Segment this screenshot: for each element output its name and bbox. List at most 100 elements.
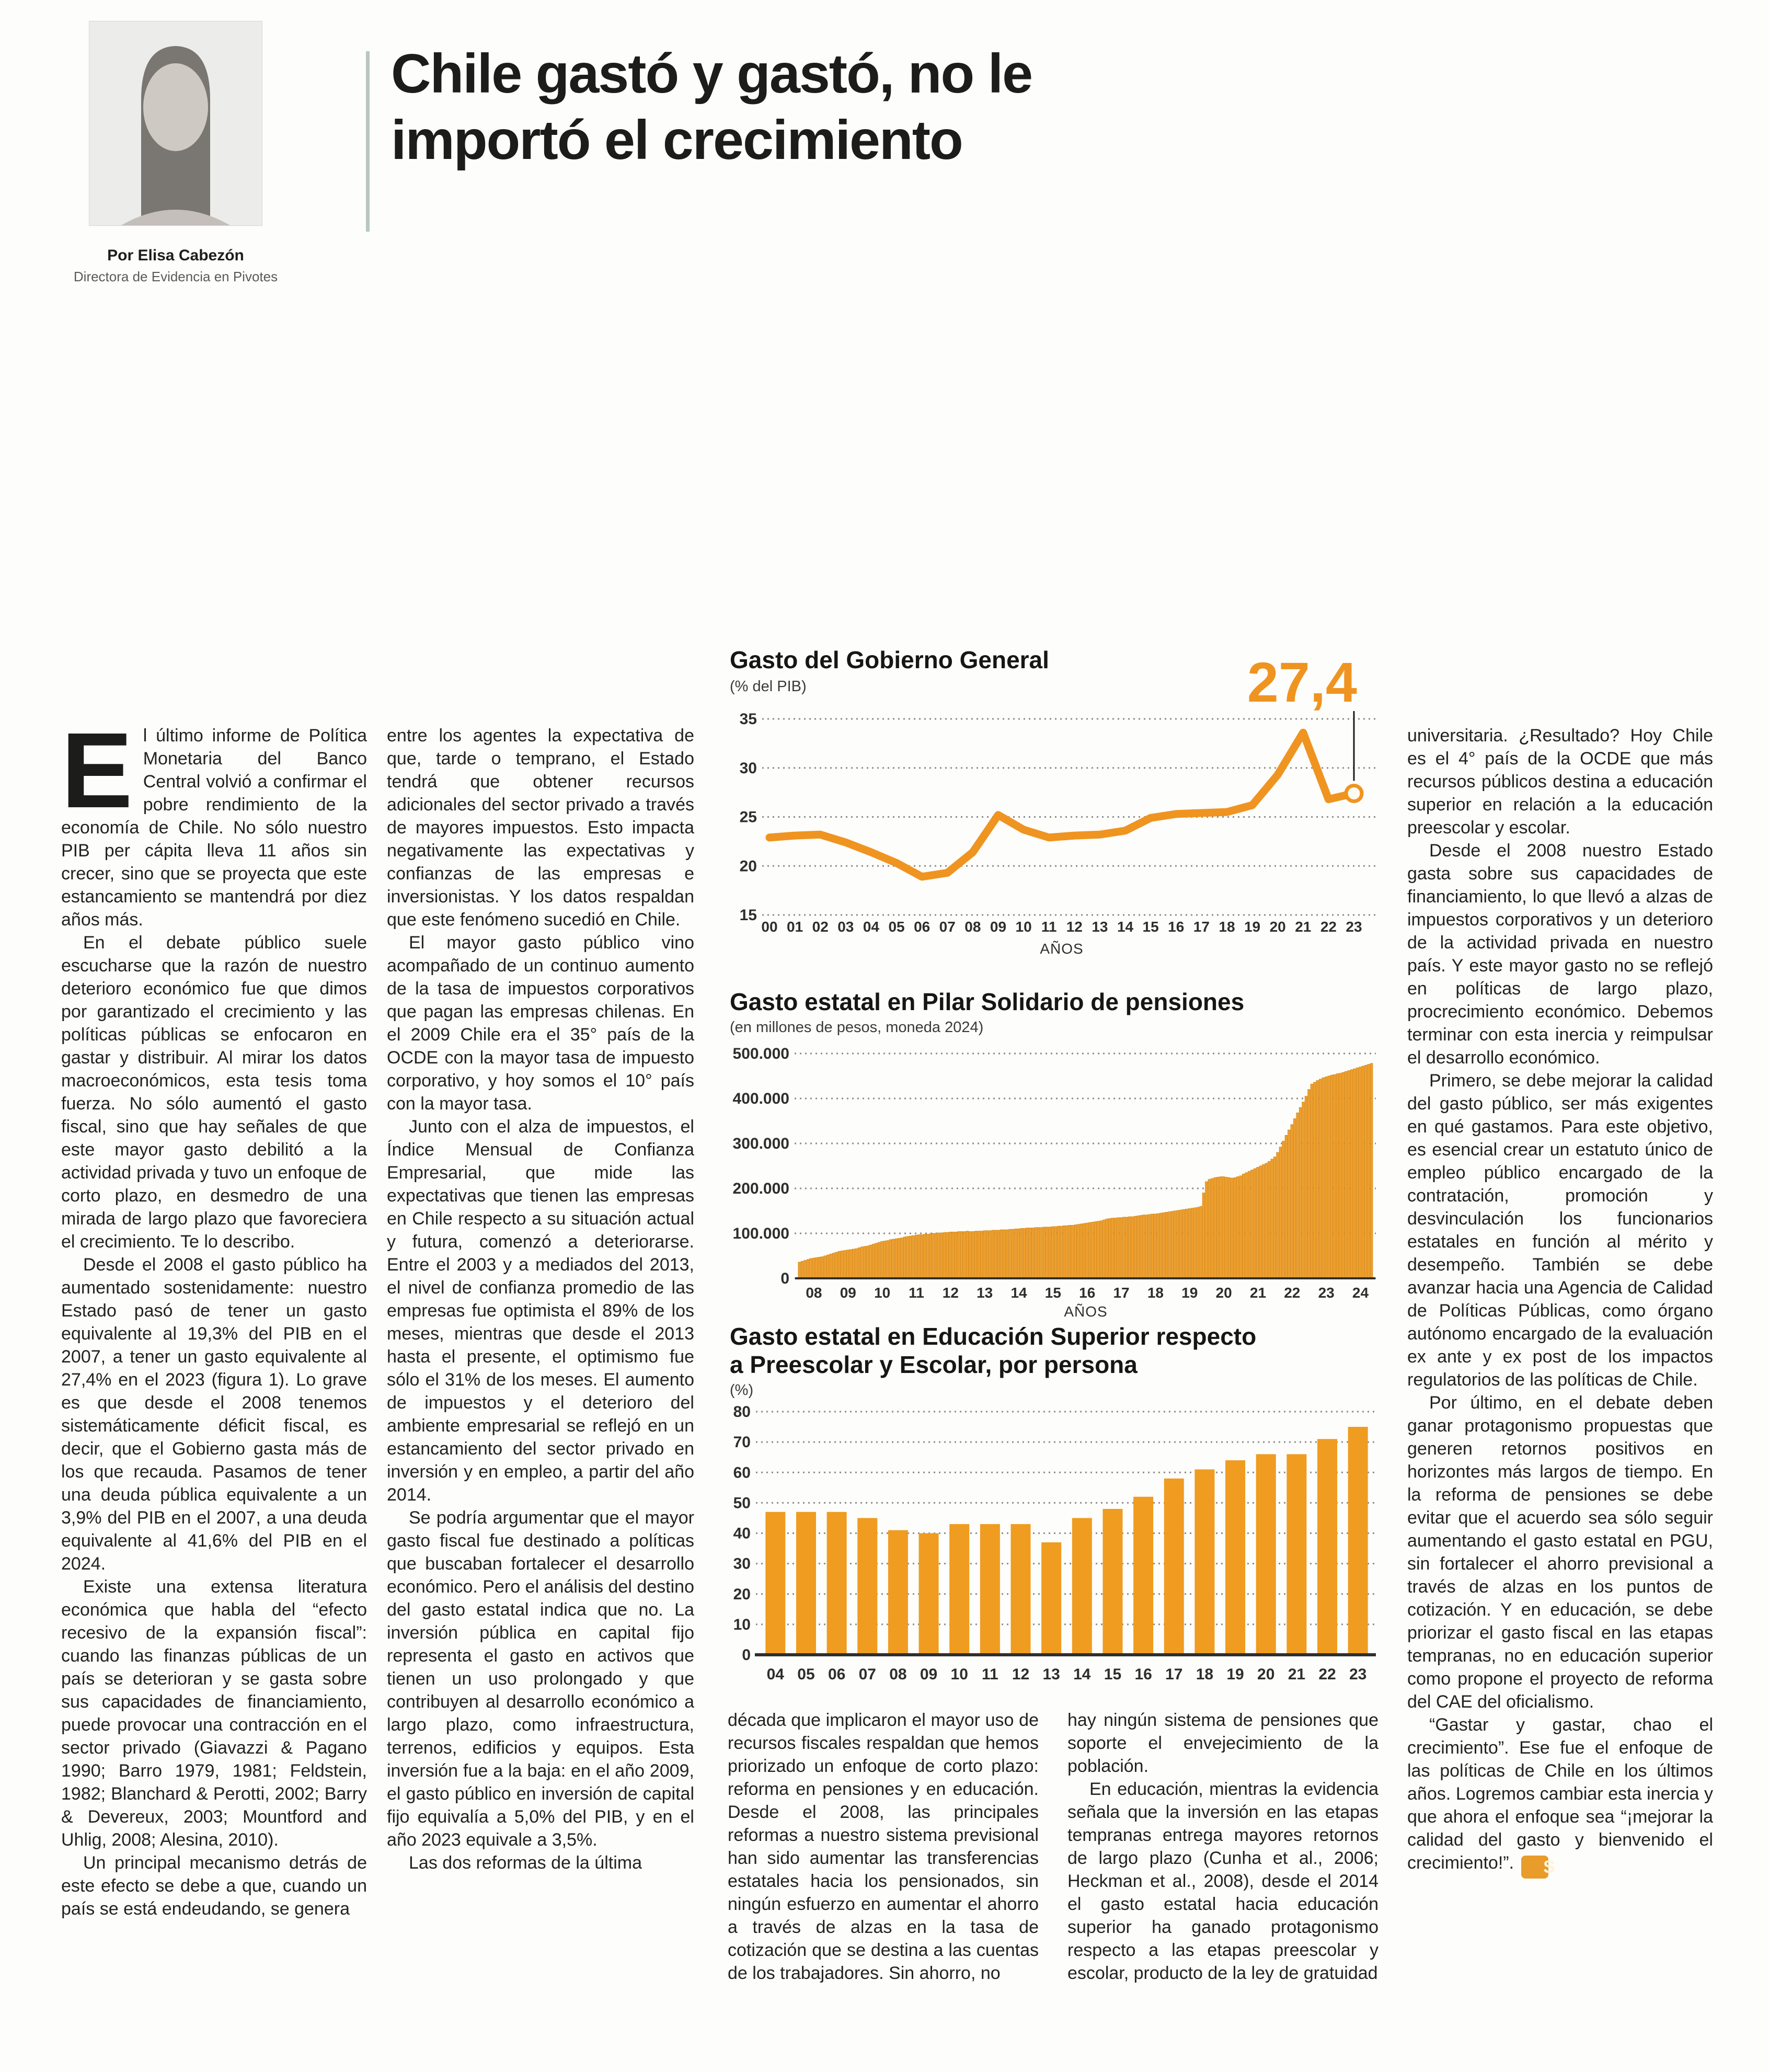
- bar: [1048, 1227, 1051, 1279]
- bar: [1020, 1228, 1023, 1279]
- chart-title: Gasto estatal en Educación Superior resp…: [730, 1323, 1256, 1350]
- bar: [1182, 1209, 1185, 1279]
- monthly-bar-chart-svg: Gasto estatal en Pilar Solidario de pens…: [730, 988, 1376, 1320]
- bar: [946, 1232, 949, 1279]
- bar: [1185, 1209, 1188, 1279]
- x-axis-label: AÑOS: [1040, 941, 1083, 957]
- chart-pilar-solidario: Gasto estatal en Pilar Solidario de pens…: [728, 987, 1381, 1320]
- bar: [1111, 1218, 1114, 1279]
- y-tick-label: 15: [740, 907, 757, 924]
- x-tick-label: 09: [990, 919, 1006, 935]
- body-paragraph: Existe una extensa literatura económica …: [61, 1577, 367, 1850]
- bar: [809, 1258, 812, 1279]
- byline: Por Elisa Cabezón: [107, 247, 244, 264]
- x-tick-label: 11: [1041, 919, 1057, 935]
- x-tick-label: 17: [1193, 919, 1210, 935]
- bar: [1131, 1216, 1134, 1279]
- bar: [971, 1231, 974, 1279]
- x-tick-label: 17: [1113, 1285, 1129, 1301]
- bar: [943, 1232, 946, 1279]
- y-tick-label: 500.000: [733, 1045, 789, 1062]
- bar: [1313, 1082, 1316, 1279]
- bar: [934, 1233, 938, 1279]
- x-tick-label: 14: [1010, 1285, 1027, 1301]
- bar: [886, 1240, 889, 1279]
- yearly-bar-chart-svg: Gasto estatal en Educación Superior resp…: [730, 1323, 1376, 1683]
- bar: [980, 1524, 1000, 1655]
- title-line-2: importó el crecimiento: [391, 109, 963, 171]
- bar: [1164, 1478, 1184, 1655]
- bar: [1282, 1141, 1285, 1279]
- x-tick-label: 16: [1168, 919, 1184, 935]
- x-tick-label: 21: [1250, 1285, 1266, 1301]
- bar: [1040, 1227, 1043, 1279]
- bar: [1190, 1208, 1194, 1279]
- x-tick-label: 03: [837, 919, 854, 935]
- bar: [823, 1255, 826, 1279]
- bar: [1199, 1206, 1202, 1279]
- title-rule: [366, 51, 370, 232]
- bar: [1299, 1107, 1302, 1279]
- bar: [906, 1236, 909, 1279]
- text-column-2: entre los agentes la expectativa de que,…: [387, 724, 694, 1874]
- x-tick-label: 11: [909, 1285, 924, 1301]
- bar: [1302, 1102, 1305, 1279]
- bar: [928, 1233, 932, 1279]
- chart-title: a Preescolar y Escolar, por persona: [730, 1351, 1138, 1378]
- bar: [1225, 1177, 1228, 1279]
- bar: [1307, 1089, 1311, 1279]
- body-paragraph: El mayor gasto público vino acompañado d…: [387, 933, 694, 1114]
- body-paragraph: Primero, se debe mejorar la calidad del …: [1407, 1071, 1713, 1390]
- bar: [960, 1231, 963, 1279]
- bar: [1341, 1072, 1345, 1279]
- bar: [963, 1231, 966, 1279]
- x-tick-label: 08: [806, 1285, 822, 1301]
- bar: [866, 1245, 869, 1279]
- x-tick-label: 18: [1219, 919, 1235, 935]
- bar: [903, 1237, 906, 1279]
- bar: [949, 1231, 952, 1279]
- x-tick-label: 11: [982, 1666, 998, 1683]
- x-tick-label: 20: [1257, 1666, 1274, 1683]
- bar: [1296, 1113, 1299, 1279]
- line-series: [765, 728, 1358, 881]
- bar: [1333, 1074, 1336, 1279]
- body-paragraph: Se podría argumentar que el mayor gasto …: [387, 1508, 694, 1850]
- bar: [951, 1231, 955, 1279]
- body-paragraph: entre los agentes la expectativa de que,…: [387, 726, 694, 930]
- bar: [821, 1256, 824, 1279]
- chart-gasto-gobierno-general: Gasto del Gobierno General (% del PIB) 15 2…: [728, 644, 1381, 985]
- x-tick-label: 21: [1288, 1666, 1305, 1683]
- x-tick-label: 21: [1295, 919, 1311, 935]
- bar: [1042, 1227, 1046, 1279]
- bar: [997, 1230, 1000, 1279]
- bar: [798, 1262, 801, 1279]
- bar: [1236, 1176, 1239, 1279]
- bar: [843, 1250, 846, 1279]
- bar: [1037, 1227, 1040, 1279]
- bar: [888, 1530, 908, 1655]
- bar: [1156, 1213, 1159, 1279]
- bar-series: [765, 1427, 1368, 1655]
- bar: [1322, 1077, 1325, 1279]
- bar: [883, 1241, 887, 1279]
- x-tick-label: 10: [951, 1666, 968, 1683]
- x-tick-label: 07: [859, 1666, 876, 1683]
- bar: [926, 1234, 929, 1279]
- bar: [1154, 1214, 1157, 1279]
- bar: [855, 1248, 858, 1279]
- body-paragraph: Desde el 2008 el gasto público ha aument…: [61, 1255, 367, 1574]
- bar: [803, 1260, 807, 1279]
- y-tick-label: 30: [733, 1555, 751, 1573]
- bar: [1128, 1216, 1131, 1279]
- x-tick-label: 22: [1284, 1285, 1300, 1301]
- bar: [1256, 1167, 1259, 1279]
- x-tick-label: 24: [1352, 1285, 1369, 1301]
- bar: [1023, 1228, 1026, 1279]
- bar: [909, 1235, 912, 1279]
- bar: [1288, 1129, 1291, 1279]
- bar: [800, 1261, 804, 1279]
- bar: [898, 1238, 901, 1279]
- x-tick-label: 05: [888, 919, 904, 935]
